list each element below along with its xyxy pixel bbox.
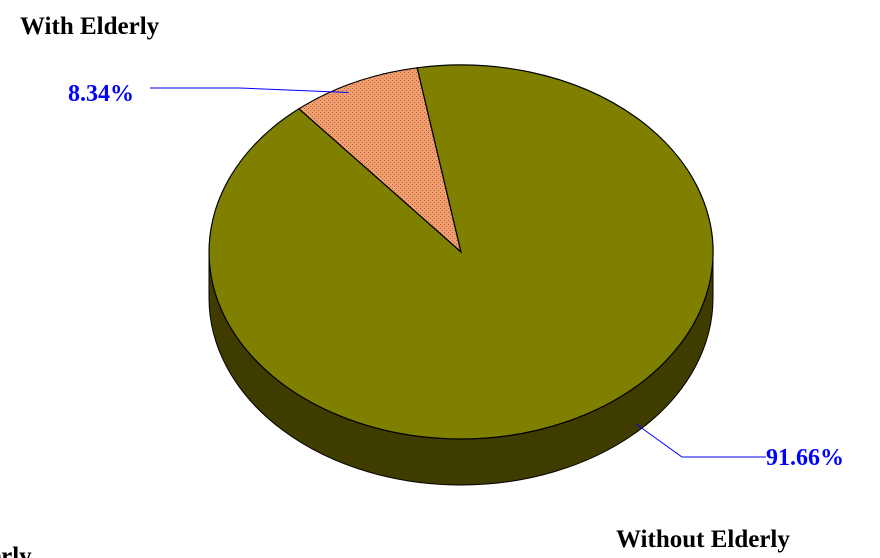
leader-line-without-elderly — [635, 423, 766, 458]
pie-slice-with-elderly — [297, 67, 463, 254]
slice-label-without-elderly: 91.66% — [766, 445, 844, 471]
legend-label-cutoff: erly — [0, 543, 32, 558]
legend-label-with-elderly: With Elderly — [20, 13, 160, 40]
leader-line-with-elderly — [150, 87, 349, 93]
legend-label-without-elderly: Without Elderly — [616, 526, 790, 553]
slice-label-with-elderly: 8.34% — [68, 81, 134, 107]
pie-slice-without-elderly — [208, 64, 714, 440]
